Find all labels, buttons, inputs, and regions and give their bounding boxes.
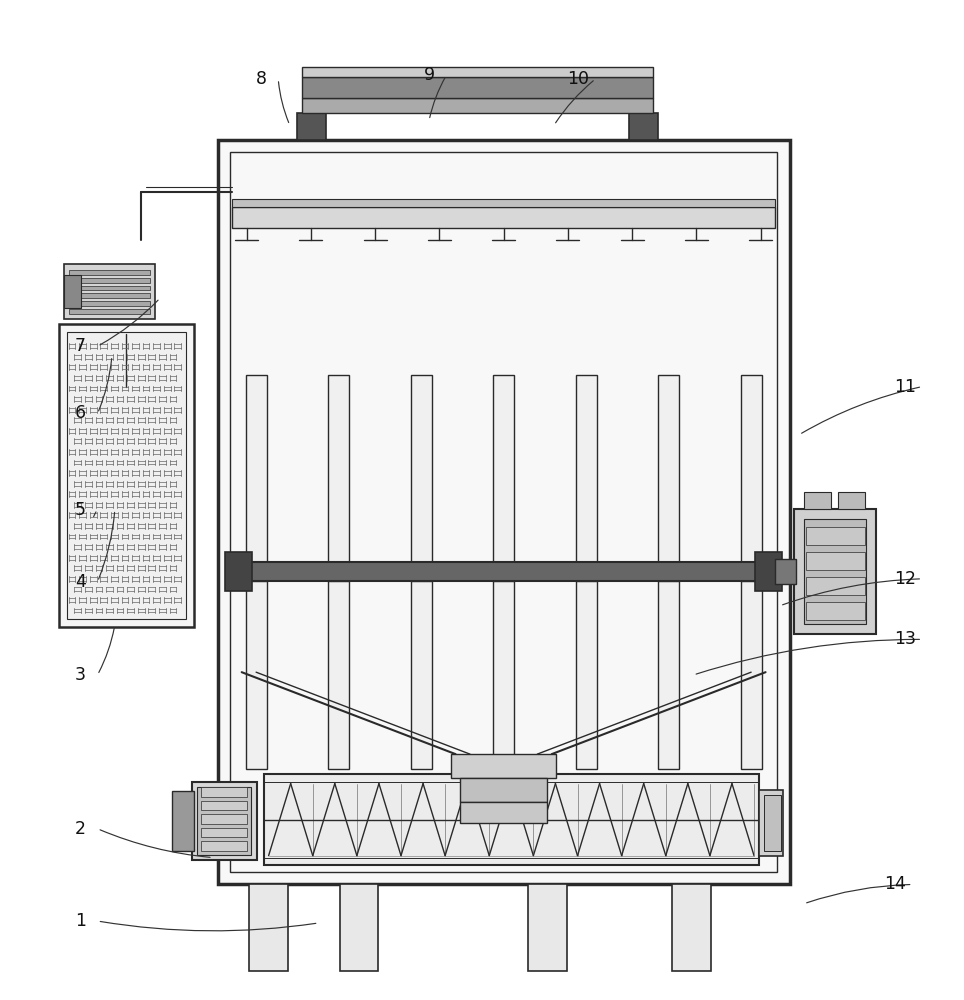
Bar bbox=[328, 375, 349, 562]
Text: 12: 12 bbox=[894, 570, 916, 588]
Bar bbox=[806, 527, 865, 545]
Bar bbox=[672, 884, 710, 971]
Bar bbox=[226, 552, 253, 591]
Text: 11: 11 bbox=[894, 378, 916, 396]
Bar bbox=[201, 787, 248, 797]
Text: 10: 10 bbox=[567, 70, 589, 88]
Bar bbox=[230, 562, 777, 581]
Bar bbox=[461, 778, 547, 802]
Bar bbox=[411, 375, 432, 562]
Bar bbox=[451, 754, 556, 778]
Bar bbox=[576, 581, 597, 769]
Bar bbox=[804, 492, 831, 509]
Text: 7: 7 bbox=[74, 337, 86, 355]
Bar bbox=[68, 286, 150, 290]
Bar bbox=[232, 207, 775, 228]
Bar bbox=[68, 270, 150, 275]
Bar bbox=[173, 791, 194, 851]
Bar bbox=[806, 602, 865, 620]
Bar bbox=[740, 375, 762, 562]
Bar bbox=[763, 795, 781, 851]
Bar bbox=[328, 581, 349, 769]
Bar bbox=[198, 787, 252, 855]
Bar bbox=[246, 581, 267, 769]
Bar bbox=[658, 581, 680, 769]
Text: 9: 9 bbox=[423, 66, 435, 84]
Bar bbox=[759, 790, 783, 856]
Bar bbox=[775, 559, 796, 584]
Bar bbox=[192, 782, 257, 860]
Bar bbox=[59, 324, 194, 627]
Bar bbox=[201, 841, 248, 851]
Bar bbox=[64, 275, 81, 308]
Bar bbox=[493, 581, 514, 769]
Text: 2: 2 bbox=[74, 820, 86, 838]
Bar bbox=[794, 509, 876, 634]
Text: 4: 4 bbox=[75, 573, 86, 591]
Bar bbox=[201, 801, 248, 810]
Text: 1: 1 bbox=[74, 912, 86, 930]
Bar bbox=[201, 828, 248, 837]
Text: 13: 13 bbox=[894, 630, 916, 648]
Bar bbox=[740, 581, 762, 769]
Text: 5: 5 bbox=[74, 501, 86, 519]
Text: 8: 8 bbox=[255, 70, 266, 88]
Bar bbox=[576, 375, 597, 562]
Bar bbox=[339, 884, 378, 971]
Bar bbox=[411, 581, 432, 769]
Bar bbox=[68, 301, 150, 306]
Text: 6: 6 bbox=[74, 404, 86, 422]
Bar bbox=[806, 577, 865, 595]
Bar bbox=[218, 140, 790, 884]
Bar bbox=[461, 802, 547, 823]
Bar bbox=[232, 199, 775, 207]
Bar bbox=[303, 67, 653, 77]
Bar bbox=[838, 492, 865, 509]
Bar bbox=[528, 884, 567, 971]
Bar bbox=[67, 332, 186, 619]
Bar bbox=[493, 375, 514, 562]
Bar bbox=[658, 375, 680, 562]
Bar bbox=[755, 552, 782, 591]
Bar bbox=[804, 519, 867, 624]
Bar bbox=[64, 264, 155, 319]
Bar bbox=[68, 293, 150, 298]
Bar bbox=[629, 113, 657, 140]
Bar bbox=[201, 814, 248, 824]
Bar bbox=[264, 774, 759, 865]
Bar bbox=[68, 309, 150, 314]
Bar bbox=[806, 552, 865, 570]
Bar bbox=[230, 152, 777, 872]
Bar bbox=[303, 77, 653, 98]
Bar bbox=[298, 113, 326, 140]
Bar bbox=[68, 278, 150, 283]
Bar bbox=[303, 98, 653, 113]
Text: 14: 14 bbox=[884, 875, 906, 893]
Bar bbox=[246, 375, 267, 562]
Bar bbox=[250, 884, 288, 971]
Text: 3: 3 bbox=[74, 666, 86, 684]
